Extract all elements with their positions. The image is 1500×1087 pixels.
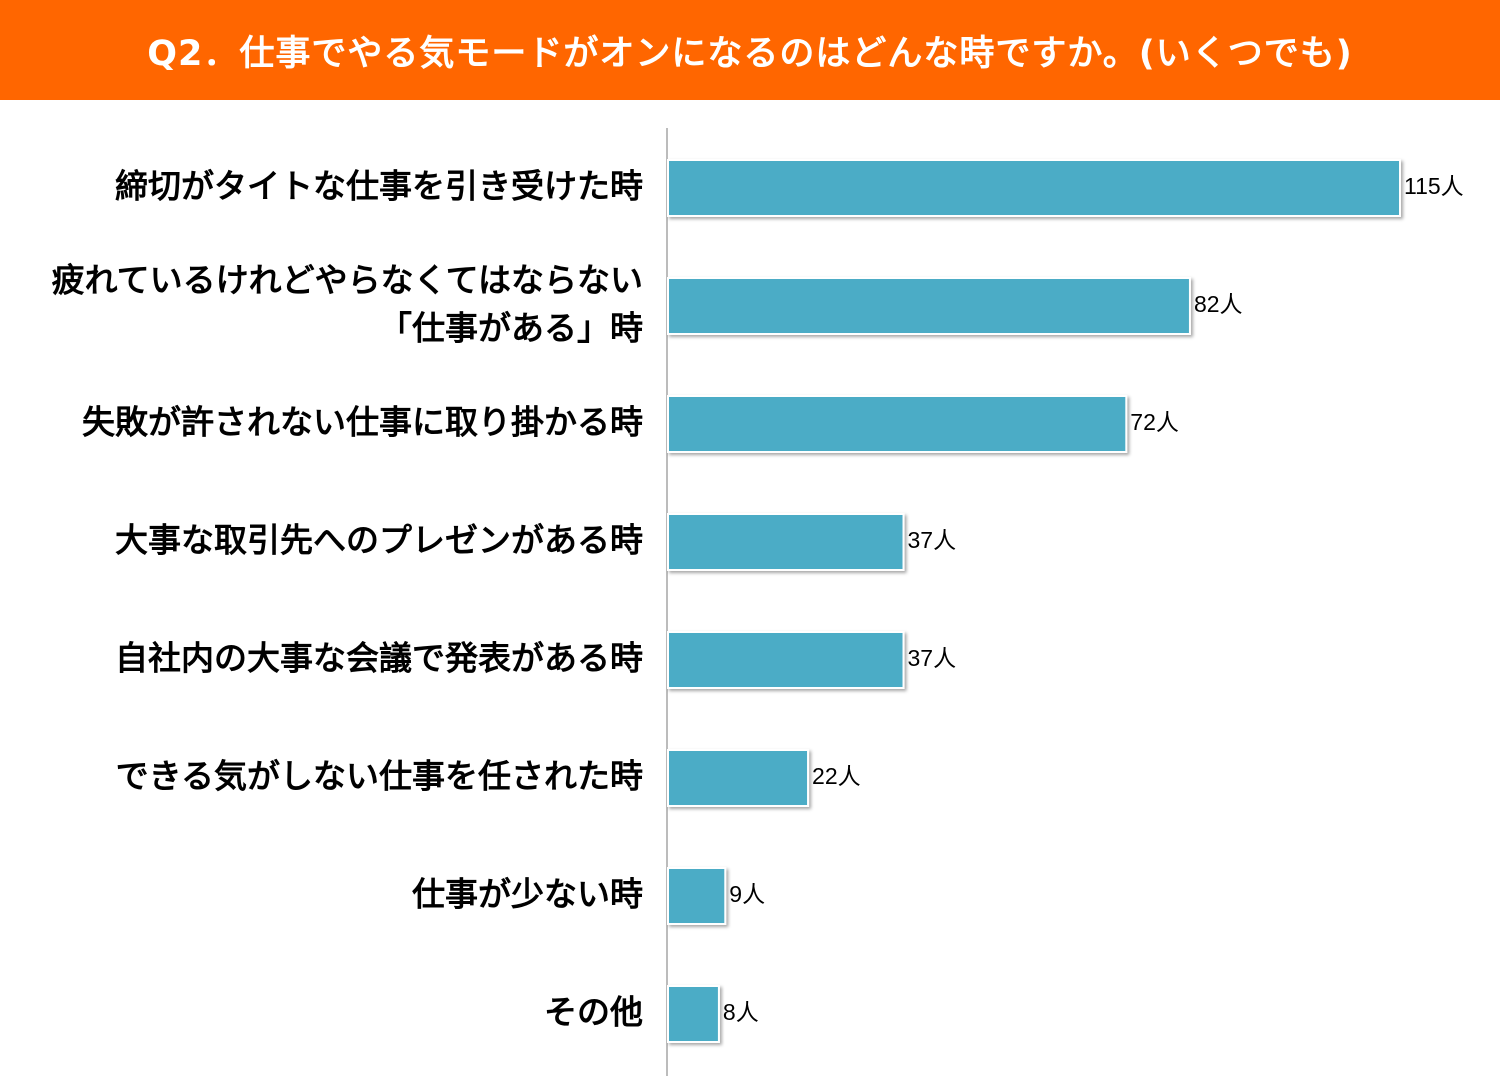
data-label-4: 37人	[908, 527, 957, 553]
category-label-4: 大事な取引先へのプレゼンがある時	[115, 521, 643, 560]
bar-6	[667, 749, 810, 807]
bar-4	[667, 513, 905, 571]
category-label-2-line-1: 疲れているけれどやらなくてはならない	[52, 261, 643, 300]
category-label-1: 締切がタイトな仕事を引き受けた時	[115, 167, 643, 206]
chart-title: Q2．仕事でやる気モードがオンになるのはどんな時ですか。(いくつでも)	[147, 33, 1353, 74]
bar-1	[667, 159, 1401, 217]
bar-8	[667, 985, 720, 1043]
data-label-8: 8人	[723, 999, 759, 1025]
data-label-7: 9人	[729, 881, 765, 907]
category-label-5: 自社内の大事な会議で発表がある時	[115, 639, 643, 678]
bar-7	[667, 867, 727, 925]
data-label-5: 37人	[908, 645, 957, 671]
data-label-2: 82人	[1194, 291, 1243, 317]
category-label-6: できる気がしない仕事を任された時	[116, 757, 643, 796]
category-label-7: 仕事が少ない時	[412, 875, 643, 914]
bar-2	[667, 277, 1191, 335]
category-label-2-line-2: 「仕事がある」時	[379, 309, 643, 348]
data-label-3: 72人	[1130, 409, 1179, 435]
chart-title-bar: Q2．仕事でやる気モードがオンになるのはどんな時ですか。(いくつでも)	[0, 0, 1500, 100]
category-label-3: 失敗が許されない仕事に取り掛かる時	[82, 403, 643, 442]
bar-5	[667, 631, 905, 689]
data-label-6: 22人	[812, 763, 861, 789]
bar-3	[667, 395, 1128, 453]
data-label-1: 115人	[1404, 173, 1464, 199]
category-label-8: その他	[544, 993, 643, 1032]
